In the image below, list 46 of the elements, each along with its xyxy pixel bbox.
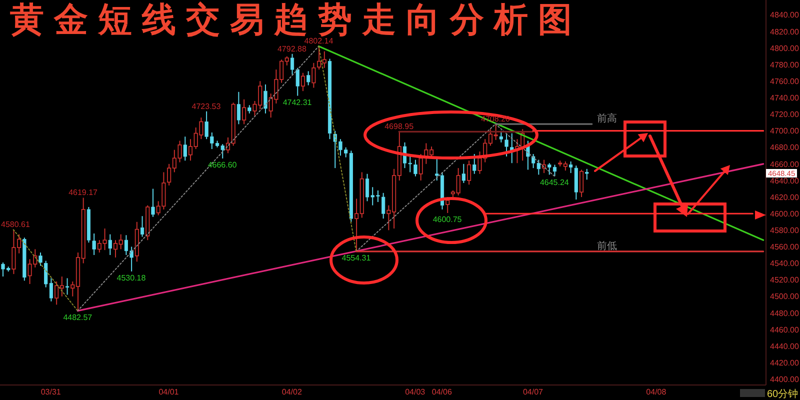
annotation: 4666.60 <box>208 160 238 170</box>
y-tick-label: 4620.00 <box>770 192 800 202</box>
y-tick-label: 4780.00 <box>770 60 800 70</box>
y-tick-label: 4600.00 <box>770 209 800 218</box>
x-tick-label: 04/03 <box>405 388 426 397</box>
y-tick-label: 4420.00 <box>770 358 800 368</box>
y-tick-label: 4840.00 <box>770 10 800 20</box>
x-tick-label: 04/07 <box>522 388 544 397</box>
x-tick-label: 04/02 <box>282 388 302 397</box>
y-tick-label: 4580.00 <box>770 226 800 236</box>
annotation: 4530.18 <box>116 273 146 282</box>
annotation: 4600.75 <box>432 214 462 224</box>
annotation: 4645.24 <box>540 178 570 188</box>
x-tick-label: 03/31 <box>40 388 62 397</box>
y-tick-label: 4480.00 <box>770 308 800 318</box>
y-tick-label: 4720.00 <box>770 110 800 120</box>
y-tick-label: 4460.00 <box>770 325 800 334</box>
annotation: 4482.57 <box>63 312 93 322</box>
y-tick-label: 4560.00 <box>770 242 800 252</box>
annotation: 4792.88 <box>277 44 307 54</box>
y-tick-label: 4820.00 <box>770 27 800 36</box>
y-tick-label: 4800.00 <box>770 44 800 53</box>
y-tick-label: 4700.00 <box>770 126 800 136</box>
x-tick-label: 04/08 <box>646 388 667 397</box>
y-tick-label: 4740.00 <box>770 94 800 103</box>
y-tick-label: 4540.00 <box>770 259 800 268</box>
annotation: 4580.61 <box>1 220 30 230</box>
annotation: 4698.95 <box>384 122 414 132</box>
y-tick-label: 4400.00 <box>770 375 800 384</box>
y-tick-label: 4640.00 <box>770 176 800 186</box>
y-tick-label: 4760.00 <box>770 76 800 86</box>
annotation: 4619.17 <box>68 188 98 198</box>
series-label: 前低 <box>596 240 617 252</box>
y-tick-label: 4440.00 <box>770 342 800 351</box>
annotation: 4742.31 <box>282 98 312 107</box>
y-tick-label: 4500.00 <box>770 292 800 302</box>
y-tick-label: 4520.00 <box>770 276 800 285</box>
x-tick-label: 04/06 <box>432 388 452 397</box>
text: 60分钟 <box>767 388 798 400</box>
x-tick-label: 04/01 <box>158 388 180 397</box>
y-tick-label: 4660.00 <box>770 160 800 169</box>
annotation: 4554.31 <box>342 253 372 262</box>
annotation: 4802.14 <box>304 36 334 46</box>
y-tick-label: 4680.00 <box>770 143 800 152</box>
series-label: 前高 <box>596 112 617 125</box>
annotation: 4723.53 <box>192 102 222 111</box>
